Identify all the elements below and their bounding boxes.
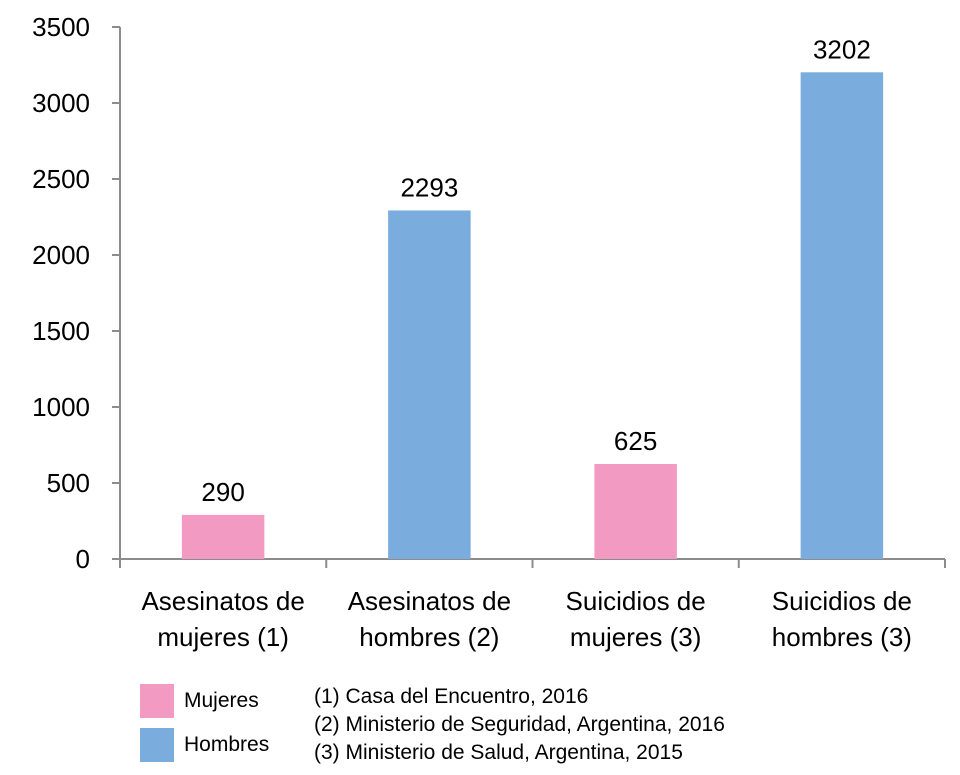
source-note: (2) Ministerio de Seguridad, Argentina, …: [314, 713, 725, 736]
y-tick-label: 3000: [32, 88, 90, 118]
y-tick-label: 1500: [32, 316, 90, 346]
data-labels: 290 2293 625 3202: [201, 34, 870, 507]
legend-swatch-hombres: [140, 728, 174, 762]
y-tick-label: 2500: [32, 164, 90, 194]
y-tick-label: 500: [47, 468, 90, 498]
y-tick-label: 0: [76, 544, 90, 574]
bar: [181, 514, 265, 559]
x-category-label: Asesinatos de: [141, 586, 304, 616]
legend-label-mujeres: Mujeres: [184, 689, 259, 712]
source-note: (3) Ministerio de Salud, Argentina, 2015: [314, 741, 683, 764]
category-labels: Asesinatos de mujeres (1) Asesinatos de hom…: [141, 586, 912, 652]
x-category-label: mujeres (3): [570, 622, 701, 652]
y-tick-label: 3500: [32, 12, 90, 42]
y-axis: 0 500 1000 1500 2000 2500 3000 3500: [32, 12, 121, 574]
x-category-label: Asesinatos de: [348, 586, 511, 616]
data-label: 290: [201, 477, 244, 507]
legend-item-mujeres: Mujeres: [140, 684, 259, 718]
x-axis: [119, 558, 946, 568]
bar: [800, 72, 884, 560]
x-category-label: Suicidios de: [566, 586, 706, 616]
y-tick-label: 1000: [32, 392, 90, 422]
bar-chart: 0 500 1000 1500 2000 2500 3000 3500 290 2293 625 3…: [32, 12, 946, 652]
bar: [594, 464, 677, 559]
legend-swatch-mujeres: [140, 684, 174, 718]
source-note: (1) Casa del Encuentro, 2016: [314, 685, 589, 708]
data-label: 2293: [400, 172, 458, 202]
data-label: 625: [614, 426, 657, 456]
x-category-label: Suicidios de: [772, 586, 912, 616]
x-category-label: hombres (3): [772, 622, 912, 652]
legend-label-hombres: Hombres: [184, 733, 270, 756]
x-category-label: mujeres (1): [157, 622, 288, 652]
bar: [388, 210, 471, 560]
y-tick-label: 2000: [32, 240, 90, 270]
legend-item-hombres: Hombres: [140, 728, 269, 762]
bars: [181, 72, 884, 560]
data-label: 3202: [813, 34, 871, 64]
sources-list: (1) Casa del Encuentro, 2016 (2) Ministe…: [314, 683, 725, 767]
x-category-label: hombres (2): [359, 622, 499, 652]
